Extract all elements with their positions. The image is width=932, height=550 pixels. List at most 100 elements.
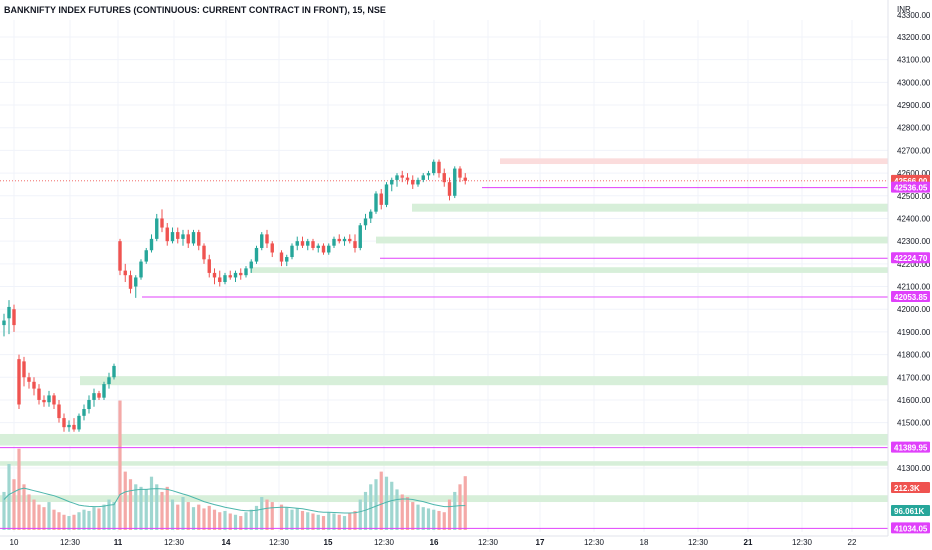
volume-bar xyxy=(244,512,248,530)
volume-bar xyxy=(337,514,341,530)
candle-body xyxy=(155,218,159,239)
volume-bar xyxy=(37,504,41,530)
candle-body xyxy=(17,359,21,405)
zone-support xyxy=(376,236,888,244)
y-tick-label: 42300.00 xyxy=(897,237,931,246)
x-tick-label: 12:30 xyxy=(374,538,395,547)
level-badge-bg xyxy=(891,522,930,534)
volume-bar xyxy=(239,516,243,530)
candle-body xyxy=(239,272,243,276)
volume-bar xyxy=(155,484,159,530)
candle-body xyxy=(57,404,61,419)
x-tick-label: 14 xyxy=(222,538,231,547)
candle-body xyxy=(337,238,341,242)
volume-bar xyxy=(160,491,164,530)
y-tick-label: 41500.00 xyxy=(897,419,931,428)
x-tick-label: 17 xyxy=(536,538,545,547)
level-badge-bg xyxy=(891,252,930,264)
level-badge-bg xyxy=(891,441,930,453)
volume-bar xyxy=(134,484,138,530)
candle-body xyxy=(186,234,190,244)
volume-bar xyxy=(202,508,206,530)
candle-body xyxy=(128,275,133,289)
zone-support xyxy=(250,267,888,273)
volume-bar xyxy=(463,476,467,530)
volume-bar xyxy=(165,486,169,530)
level-badge-bg xyxy=(891,290,930,302)
candle-body xyxy=(249,261,253,269)
volume-bar xyxy=(176,504,180,530)
candle-body xyxy=(300,241,305,246)
volume-bar xyxy=(295,508,299,530)
candle-body xyxy=(244,268,248,276)
candle-body xyxy=(290,245,294,258)
candle-body xyxy=(97,393,101,398)
volume-bar xyxy=(249,509,253,530)
volume-bar xyxy=(395,489,399,530)
candle-body xyxy=(218,277,222,282)
y-tick-label: 42700.00 xyxy=(897,146,931,155)
volume-bar xyxy=(123,471,127,530)
candle-body xyxy=(400,175,404,178)
volume-bar xyxy=(374,479,378,530)
y-tick-label: 42800.00 xyxy=(897,124,931,133)
volume-bar xyxy=(57,512,61,530)
volume-bar xyxy=(260,497,264,530)
y-tick-label: 42500.00 xyxy=(897,192,931,201)
volume-bar xyxy=(358,499,362,530)
candle-body xyxy=(353,241,357,248)
x-tick-label: 10 xyxy=(10,538,19,547)
candle-body xyxy=(442,173,446,183)
zone-support xyxy=(0,433,888,446)
candle-body xyxy=(165,227,169,242)
candle-body xyxy=(316,245,320,248)
volume-bar xyxy=(437,510,441,530)
candle-body xyxy=(390,179,394,185)
volume-bar xyxy=(405,497,410,530)
candle-body xyxy=(118,241,122,271)
y-tick-label: 43200.00 xyxy=(897,33,931,42)
candle-body xyxy=(82,409,86,416)
volume-bar xyxy=(12,479,16,530)
candle-body xyxy=(212,272,217,278)
volume-bar xyxy=(426,508,431,530)
volume-bar xyxy=(102,504,106,530)
candle-body xyxy=(348,238,352,242)
x-tick-label: 16 xyxy=(430,538,439,547)
y-tick-label: 41600.00 xyxy=(897,396,931,405)
partial-tick-label: 43300.00 xyxy=(897,11,931,20)
candle-body xyxy=(223,275,227,282)
volume-bar xyxy=(47,502,51,530)
candle-body xyxy=(170,232,175,242)
volume-bar xyxy=(390,481,394,530)
volume-bar xyxy=(207,505,211,530)
volume-bar xyxy=(453,491,457,530)
zone-support xyxy=(80,376,888,386)
volume-bar xyxy=(254,505,259,530)
level-badge: 42053.85 xyxy=(894,293,928,302)
candle-body xyxy=(160,218,164,228)
volume-ma-badge: 96.061K xyxy=(894,507,924,516)
volume-bar xyxy=(97,508,101,530)
volume-bar xyxy=(186,502,190,530)
volume-bar xyxy=(332,513,336,530)
candle-body xyxy=(295,241,299,246)
candle-body xyxy=(395,175,399,180)
candle-body xyxy=(32,381,36,389)
volume-bar xyxy=(212,509,217,530)
volume-bar xyxy=(316,514,320,530)
volume-bar xyxy=(442,512,446,530)
volume-bar xyxy=(348,513,352,530)
x-tick-label: 22 xyxy=(848,538,857,547)
candle-body xyxy=(311,241,315,248)
zone-support xyxy=(412,203,888,212)
volume-bar xyxy=(353,510,357,530)
y-tick-label: 43100.00 xyxy=(897,56,931,65)
candle-body xyxy=(260,234,264,248)
candle-body xyxy=(112,365,116,378)
y-tick-label: 42400.00 xyxy=(897,214,931,223)
candle-body xyxy=(265,234,269,244)
volume-ma-badge-bg xyxy=(891,505,930,516)
volume-bar xyxy=(77,512,81,530)
